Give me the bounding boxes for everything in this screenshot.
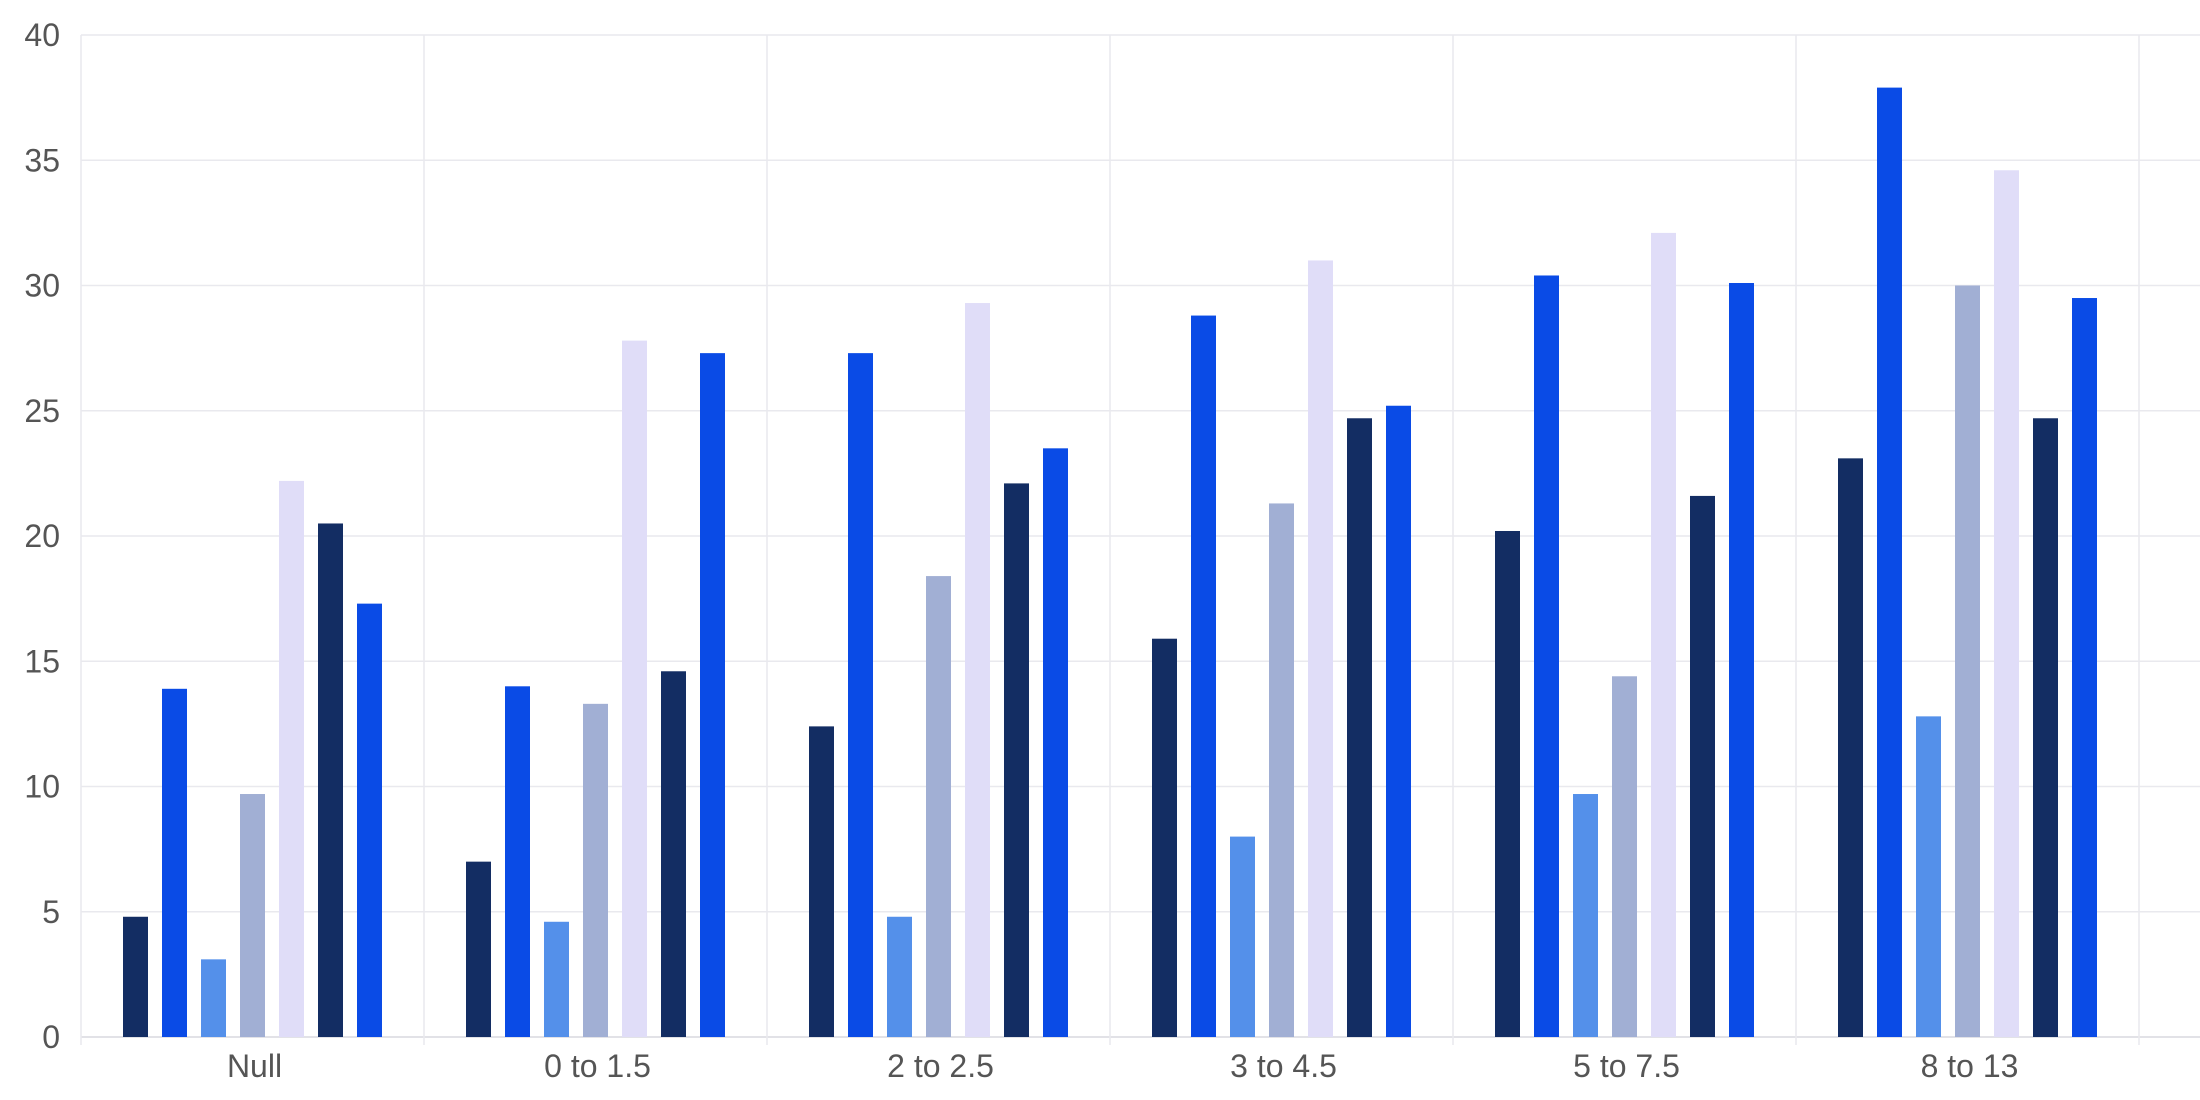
bar bbox=[1230, 836, 1255, 1037]
axis-layer: 0 5 10 15 20 25 30 35 40 Null 0 to 1.5 2 to 2.5 3 to… bbox=[24, 17, 2018, 1084]
bar bbox=[809, 726, 834, 1037]
bar-layer bbox=[123, 87, 2097, 1038]
bar bbox=[201, 959, 226, 1037]
y-tick-label: 25 bbox=[24, 393, 60, 429]
bar bbox=[1495, 530, 1520, 1037]
y-tick-label: 10 bbox=[24, 769, 60, 805]
y-tick-label: 40 bbox=[24, 17, 60, 53]
y-tick-label: 30 bbox=[24, 268, 60, 304]
bar bbox=[848, 353, 873, 1037]
y-tick-label: 0 bbox=[42, 1019, 60, 1055]
bar bbox=[1004, 483, 1029, 1037]
y-tick-label: 20 bbox=[24, 518, 60, 554]
x-tick-label: 5 to 7.5 bbox=[1573, 1048, 1680, 1084]
grid-layer bbox=[80, 34, 2200, 1045]
bar bbox=[661, 671, 686, 1037]
bar bbox=[1838, 458, 1863, 1038]
bar bbox=[1152, 638, 1177, 1037]
bar bbox=[1729, 282, 1754, 1037]
bar bbox=[1534, 275, 1559, 1038]
bar bbox=[1386, 405, 1411, 1037]
bar bbox=[965, 303, 990, 1037]
bar bbox=[926, 576, 951, 1037]
bar bbox=[357, 603, 382, 1037]
bar bbox=[505, 686, 530, 1037]
x-tick-label: 8 to 13 bbox=[1921, 1048, 2019, 1084]
bar bbox=[1573, 794, 1598, 1037]
x-tick-label: 2 to 2.5 bbox=[887, 1048, 994, 1084]
bar bbox=[240, 794, 265, 1037]
bar bbox=[1916, 716, 1941, 1037]
bar bbox=[318, 523, 343, 1037]
bar bbox=[544, 921, 569, 1037]
bar bbox=[162, 688, 187, 1037]
x-tick-label: Null bbox=[227, 1048, 282, 1084]
bar bbox=[1994, 170, 2019, 1037]
bar bbox=[2072, 298, 2097, 1037]
y-tick-label: 35 bbox=[24, 142, 60, 178]
bar bbox=[1308, 260, 1333, 1037]
bar bbox=[2033, 418, 2058, 1037]
bar bbox=[1612, 676, 1637, 1037]
bar bbox=[123, 916, 148, 1037]
bar bbox=[1191, 315, 1216, 1037]
bar bbox=[1651, 232, 1676, 1037]
bar bbox=[887, 916, 912, 1037]
bar bbox=[1955, 285, 1980, 1037]
bar bbox=[1043, 448, 1068, 1037]
x-tick-label: 3 to 4.5 bbox=[1230, 1048, 1337, 1084]
y-tick-label: 15 bbox=[24, 643, 60, 679]
bar bbox=[1269, 503, 1294, 1037]
bar bbox=[583, 703, 608, 1037]
bar bbox=[700, 353, 725, 1037]
bar bbox=[466, 861, 491, 1037]
bar bbox=[1347, 418, 1372, 1037]
x-tick-label: 0 to 1.5 bbox=[544, 1048, 651, 1084]
bar bbox=[1877, 87, 1902, 1038]
bar bbox=[279, 480, 304, 1037]
y-tick-label: 5 bbox=[42, 894, 60, 930]
bar bbox=[1690, 495, 1715, 1037]
bar bbox=[622, 340, 647, 1037]
